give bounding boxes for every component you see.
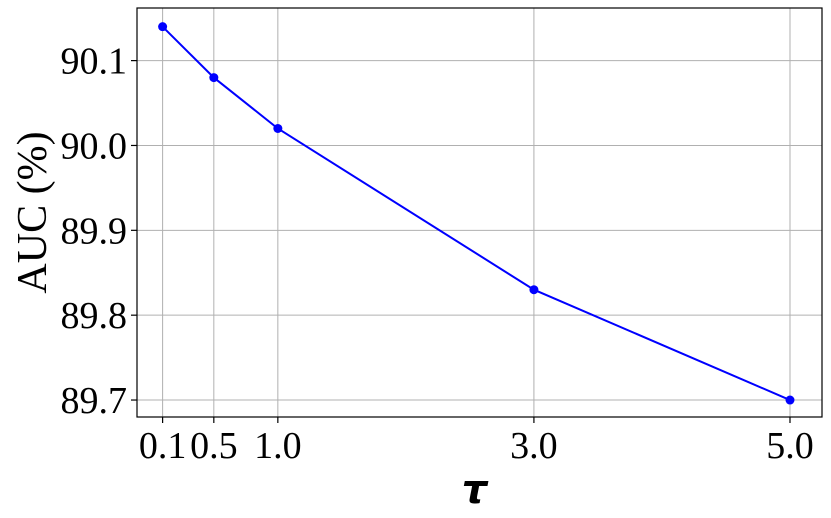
y-tick-label: 90.0 [61, 125, 128, 167]
grid [137, 8, 822, 417]
x-tick-label: 3.0 [510, 425, 558, 467]
x-tick-label: 5.0 [766, 425, 814, 467]
y-tick-label: 90.1 [61, 41, 128, 83]
y-tick-label: 89.9 [61, 210, 128, 252]
data-point [529, 285, 539, 295]
ticks: 89.7 89.8 89.9 90.0 90.1 0.1 0.5 1.0 3.0 5.0 [61, 41, 814, 467]
data-point [158, 22, 168, 32]
x-tick-label: 0.1 [139, 425, 187, 467]
series-group [158, 22, 795, 405]
y-tick-label: 89.8 [61, 295, 128, 337]
plot-frame [136, 7, 823, 418]
x-tick-label: 0.5 [190, 425, 238, 467]
x-tick-label: 1.0 [254, 425, 302, 467]
data-point [273, 123, 283, 133]
series-line [161, 25, 791, 401]
x-axis-label: τ [462, 467, 489, 513]
y-tick-label: 89.7 [61, 380, 128, 422]
y-axis-label: AUC (%) [10, 131, 56, 293]
data-point [785, 395, 795, 405]
data-point [209, 73, 219, 83]
